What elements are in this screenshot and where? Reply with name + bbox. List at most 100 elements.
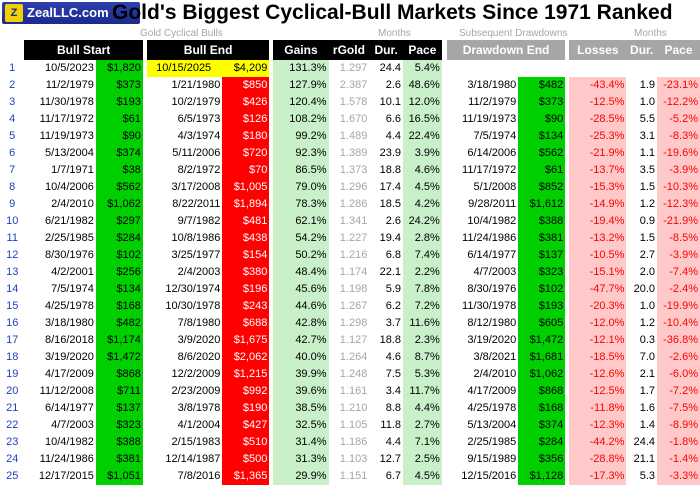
rank-cell: 10 xyxy=(6,215,19,227)
table-row[interactable]: 12 8/30/1976 $102 3/25/1977 $154 50.2% 1.216 6.… xyxy=(0,247,700,264)
drawdown-end-price: $381 xyxy=(518,230,566,247)
rgold-cell: 1.296 xyxy=(339,181,368,193)
table-row[interactable]: 14 7/5/1974 $134 12/30/1974 $196 45.6% 1.198 5.… xyxy=(0,281,700,298)
table-row[interactable]: 9 2/4/2010 $1,062 8/22/2011 $1,894 78.3% 1.286… xyxy=(0,196,700,213)
table-row[interactable]: 22 4/7/2003 $323 4/1/2004 $427 32.5% 1.105 11.8… xyxy=(0,417,700,434)
drawdown-pace-cell: -21.9% xyxy=(657,213,700,230)
bull-end-date: 12/2/2009 xyxy=(171,368,221,380)
gains-cell: 39.9% xyxy=(273,366,329,383)
pace-cell: 8.7% xyxy=(403,349,442,366)
rank-cell: 25 xyxy=(6,470,19,482)
gains-cell: 29.9% xyxy=(273,468,329,485)
column-header-dur[interactable]: Dur. xyxy=(369,40,403,60)
table-row[interactable]: 25 12/17/2015 $1,051 7/8/2016 $1,365 29.9% 1.1… xyxy=(0,468,700,485)
table-row[interactable]: 21 6/14/1977 $137 3/8/1978 $190 38.5% 1.210 8.8… xyxy=(0,400,700,417)
table-row[interactable]: 18 3/19/2020 $1,472 8/6/2020 $2,062 40.0% 1.26… xyxy=(0,349,700,366)
rgold-cell: 1.103 xyxy=(339,453,368,465)
table-row[interactable]: 16 3/18/1980 $482 7/8/1980 $688 42.8% 1.298 3.7… xyxy=(0,315,700,332)
table-row[interactable]: 3 11/30/1978 $193 10/2/1979 $426 120.4% 1.578 1… xyxy=(0,94,700,111)
table-row[interactable]: 2 11/2/1979 $373 1/21/1980 $850 127.9% 2.387 2.… xyxy=(0,77,700,94)
bull-end-date: 7/8/2016 xyxy=(177,470,221,482)
bull-end-price: $1,005 xyxy=(222,179,270,196)
losses-cell: -25.3% xyxy=(569,128,627,145)
rank-cell: 1 xyxy=(9,62,16,74)
table-row[interactable]: 11 2/25/1985 $284 10/8/1986 $438 54.2% 1.227 19… xyxy=(0,230,700,247)
gains-cell: 78.3% xyxy=(273,196,329,213)
drawdown-end-date: 4/7/2003 xyxy=(473,266,517,278)
drawdown-end-date: 3/18/1980 xyxy=(467,79,517,91)
drawdown-pace-cell: -2.4% xyxy=(657,281,700,298)
drawdown-dur-cell: 0.3 xyxy=(639,334,656,346)
column-header-drawdown-end[interactable]: Drawdown End xyxy=(446,40,566,60)
drawdown-end-price: $356 xyxy=(518,451,566,468)
rgold-cell: 1.151 xyxy=(339,470,368,482)
table-row[interactable]: 19 4/17/2009 $868 12/2/2009 $1,215 39.9% 1.248… xyxy=(0,366,700,383)
dur-cell: 7.5 xyxy=(385,368,401,380)
column-header-dd-dur[interactable]: Dur. xyxy=(626,40,658,60)
losses-cell: -11.8% xyxy=(569,400,627,417)
bull-start-price: $297 xyxy=(95,213,143,230)
pace-cell: 16.5% xyxy=(403,111,442,128)
drawdown-end-date: 3/8/2021 xyxy=(473,351,517,363)
bull-end-price: $1,894 xyxy=(222,196,270,213)
drawdown-pace-cell: -10.3% xyxy=(657,179,700,196)
table-row[interactable]: 5 11/19/1973 $90 4/3/1974 $180 99.2% 1.489 4.4 2… xyxy=(0,128,700,145)
table-row[interactable]: 1 10/5/2023 $1,820 10/15/2025 $4,209 131.3% 1.… xyxy=(0,60,700,77)
column-header-bull-start[interactable]: Bull Start xyxy=(24,40,143,60)
column-header-rgold[interactable]: rGold xyxy=(328,40,370,60)
losses-cell: -12.1% xyxy=(569,332,627,349)
drawdown-pace-cell: -7.5% xyxy=(657,400,700,417)
bull-start-price: $373 xyxy=(95,77,143,94)
drawdown-end-date: 8/30/1976 xyxy=(467,283,517,295)
rgold-cell: 1.489 xyxy=(339,130,368,142)
gains-cell: 45.6% xyxy=(273,281,329,298)
dur-cell: 4.4 xyxy=(385,130,401,142)
gains-cell: 120.4% xyxy=(273,94,329,111)
drawdown-end-date: 2/4/2010 xyxy=(473,368,517,380)
pace-cell: 2.8% xyxy=(403,230,442,247)
table-row[interactable]: 24 11/24/1986 $381 12/14/1987 $500 31.3% 1.103… xyxy=(0,451,700,468)
drawdown-pace-cell: -7.2% xyxy=(657,383,700,400)
drawdown-end-price: $373 xyxy=(518,94,566,111)
drawdown-end-price: $482 xyxy=(518,77,566,94)
rgold-cell: 1.216 xyxy=(339,249,368,261)
table-row[interactable]: 13 4/2/2001 $256 2/4/2003 $380 48.4% 1.174 22.1… xyxy=(0,264,700,281)
drawdown-end-date: 7/5/1974 xyxy=(473,130,517,142)
bull-end-date: 2/4/2003 xyxy=(177,266,221,278)
drawdown-end-date: 6/14/1977 xyxy=(467,249,517,261)
column-header-gains[interactable]: Gains xyxy=(273,40,329,60)
rank-cell: 22 xyxy=(6,419,19,431)
rgold-cell: 1.297 xyxy=(339,62,368,74)
gains-cell: 79.0% xyxy=(273,179,329,196)
table-row[interactable]: 6 5/13/2004 $374 5/11/2006 $720 92.3% 1.389 23.… xyxy=(0,145,700,162)
column-header-dd-pace[interactable]: Pace xyxy=(657,40,700,60)
table-row[interactable]: 4 11/17/1972 $61 6/5/1973 $126 108.2% 1.670 6.6… xyxy=(0,111,700,128)
table-row[interactable]: 23 10/4/1982 $388 2/15/1983 $510 31.4% 1.186 4.… xyxy=(0,434,700,451)
zeal-logo[interactable]: Z ZealLLC.com xyxy=(2,2,140,24)
gains-cell: 48.4% xyxy=(273,264,329,281)
table-row[interactable]: 8 10/4/2006 $562 3/17/2008 $1,005 79.0% 1.296 1… xyxy=(0,179,700,196)
table-row[interactable]: 20 11/12/2008 $711 2/23/2009 $992 39.6% 1.161 3… xyxy=(0,383,700,400)
drawdown-end-date: 11/24/1986 xyxy=(462,232,517,244)
bull-start-date: 6/14/1977 xyxy=(44,402,94,414)
bull-start-price: $284 xyxy=(95,230,143,247)
drawdown-dur-cell: 5.3 xyxy=(639,470,656,482)
column-header-bull-end[interactable]: Bull End xyxy=(146,40,270,60)
table-row[interactable]: 7 1/7/1971 $38 8/2/1972 $70 86.5% 1.373 18.8 4.6… xyxy=(0,162,700,179)
losses-cell: -21.9% xyxy=(569,145,627,162)
bull-end-price: $1,215 xyxy=(222,366,270,383)
rank-cell: 19 xyxy=(6,368,19,380)
table-row[interactable]: 15 4/25/1978 $168 10/30/1978 $243 44.6% 1.267 6… xyxy=(0,298,700,315)
losses-cell: -28.8% xyxy=(569,451,627,468)
dur-cell: 2.6 xyxy=(385,215,401,227)
rgold-cell: 1.298 xyxy=(339,317,368,329)
table-row[interactable]: 10 6/21/1982 $297 9/7/1982 $481 62.1% 1.341 2.6… xyxy=(0,213,700,230)
group-header-bulls: Gold Cyclical Bulls xyxy=(140,28,223,39)
bull-end-price: $481 xyxy=(222,213,270,230)
bull-start-price: $562 xyxy=(95,179,143,196)
table-row[interactable]: 17 8/16/2018 $1,174 3/9/2020 $1,675 42.7% 1.12… xyxy=(0,332,700,349)
column-header-pace[interactable]: Pace xyxy=(403,40,442,60)
column-header-losses[interactable]: Losses xyxy=(569,40,627,60)
rgold-cell: 1.578 xyxy=(339,96,368,108)
dur-cell: 24.4 xyxy=(379,62,401,74)
